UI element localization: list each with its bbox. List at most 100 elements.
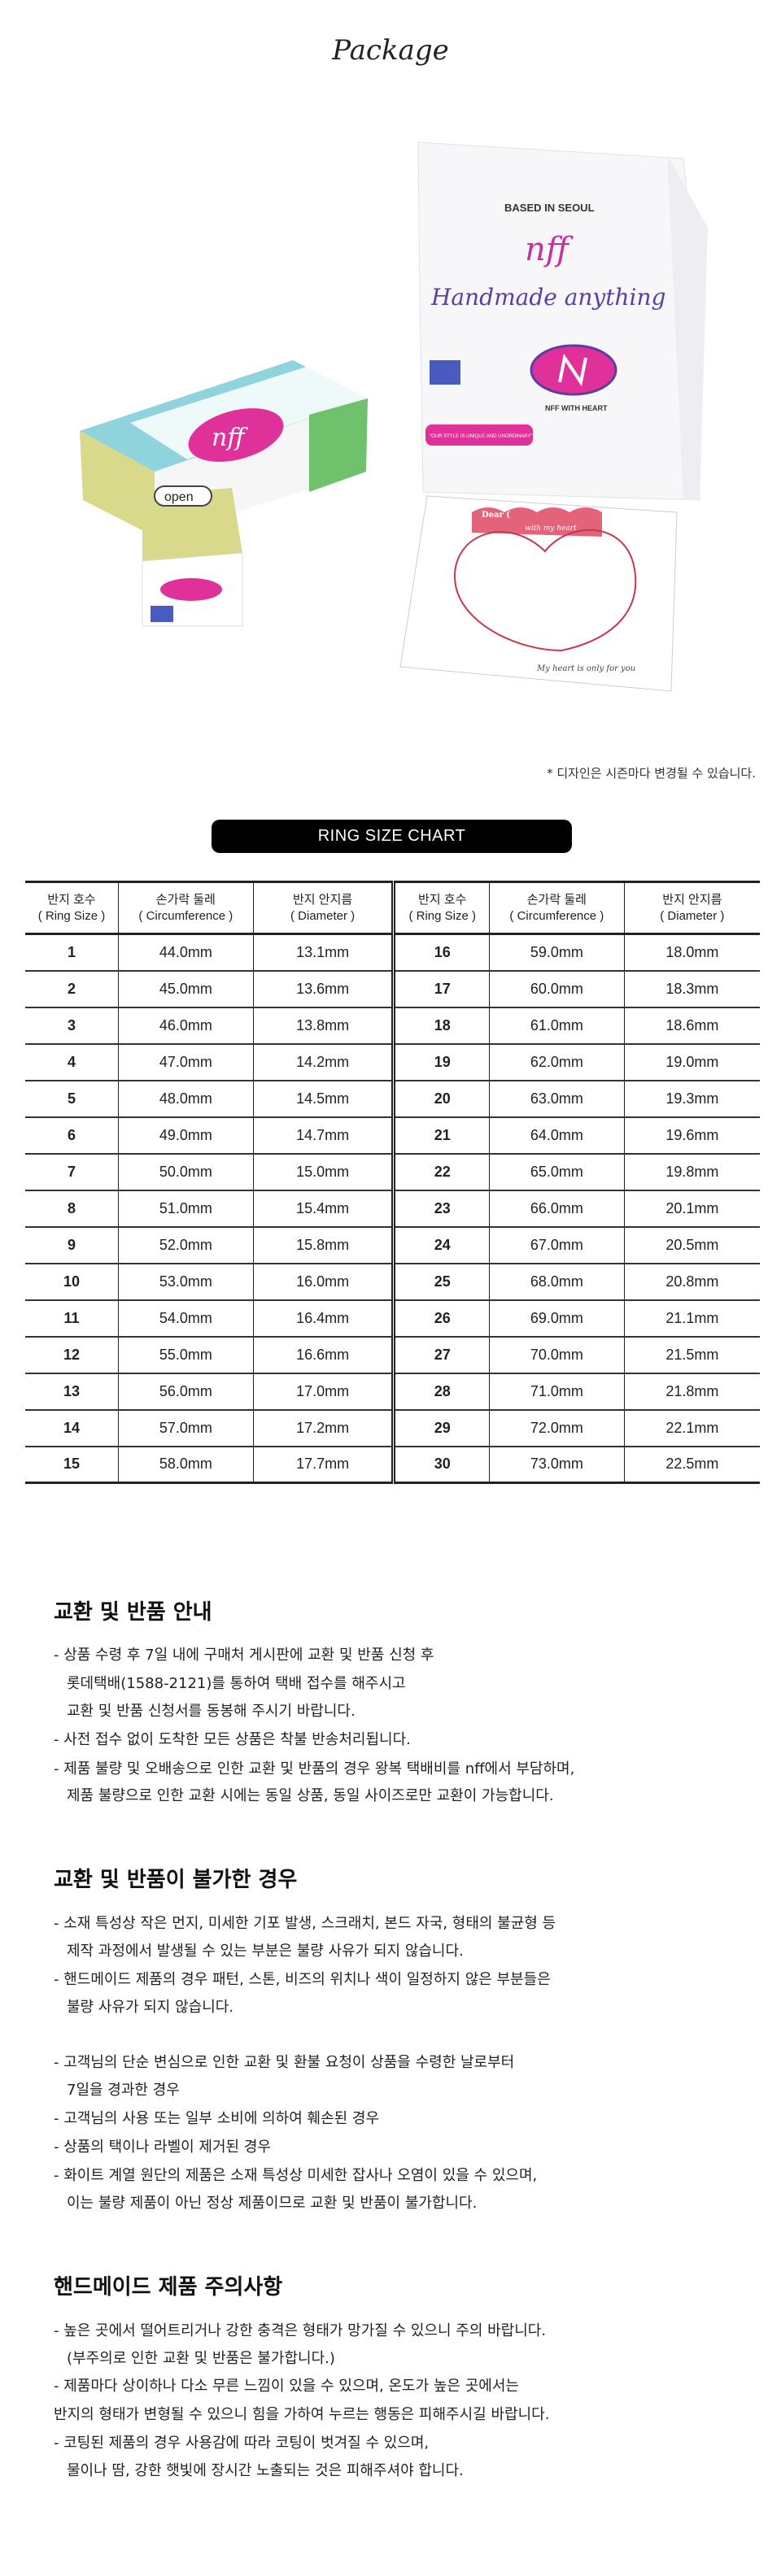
- design-change-notice: * 디자인은 시즌마다 변경될 수 있습니다.: [547, 766, 756, 781]
- diameter-cell: 21.5mm: [623, 1336, 760, 1374]
- policy-line: 7일을 경과한 경우: [67, 2082, 180, 2099]
- table-row: 13 56.0mm 17.0mm 28 71.0mm 21.8mm: [25, 1373, 760, 1411]
- ring-size-cell: 20: [393, 1080, 490, 1118]
- circumference-cell: 64.0mm: [488, 1116, 625, 1155]
- policy-line: 물이나 땀, 강한 햇빛에 장시간 노출되는 것은 피해주셔야 합니다.: [67, 2462, 464, 2479]
- table-header-row: 반지 호수( Ring Size ) 손가락 둘레( Circumference …: [25, 881, 760, 935]
- header-label-ko: 반지 호수: [47, 892, 96, 907]
- policy-line: 제품 불량으로 인한 교환 시에는 동일 상품, 동일 사이즈로만 교환이 가능…: [67, 1787, 554, 1804]
- column-header: 반지 호수( Ring Size ): [393, 881, 490, 935]
- policy-line: 반지의 형태가 변형될 수 있으니 힘을 가하여 누르는 행동은 피해주시길 바…: [54, 2406, 550, 2423]
- diameter-cell: 22.1mm: [623, 1409, 760, 1447]
- diameter-cell: 22.5mm: [623, 1446, 760, 1484]
- table-row: 15 58.0mm 17.7mm 30 73.0mm 22.5mm: [25, 1446, 760, 1484]
- policy-line: - 사전 접수 없이 도착한 모든 상품은 착불 반송처리됩니다.: [54, 1731, 411, 1748]
- policy-line: 불량 사유가 되지 않습니다.: [67, 1999, 234, 2016]
- policy-line: - 고객님의 사용 또는 일부 소비에 의하여 훼손된 경우: [54, 2110, 380, 2127]
- table-row: 2 45.0mm 13.6mm 17 60.0mm 18.3mm: [25, 970, 760, 1008]
- diameter-cell: 14.7mm: [252, 1116, 396, 1155]
- diameter-cell: 16.6mm: [252, 1336, 396, 1374]
- header-label-ko: 반지 호수: [418, 892, 467, 907]
- diameter-cell: 20.1mm: [623, 1190, 760, 1228]
- diameter-cell: 19.6mm: [623, 1116, 760, 1155]
- diameter-cell: 13.8mm: [252, 1007, 396, 1045]
- circumference-cell: 68.0mm: [488, 1263, 625, 1301]
- card-with-my-heart-text: with my heart: [525, 524, 577, 533]
- diameter-cell: 18.0mm: [623, 933, 760, 972]
- ring-size-cell: 28: [393, 1373, 490, 1411]
- header-label-ko: 반지 안지름: [293, 892, 353, 907]
- circumference-cell: 51.0mm: [118, 1190, 254, 1228]
- circumference-cell: 70.0mm: [488, 1336, 625, 1374]
- ring-size-cell: 21: [393, 1116, 490, 1155]
- circumference-cell: 46.0mm: [118, 1007, 254, 1045]
- diameter-cell: 17.7mm: [252, 1446, 396, 1484]
- package-title: Package: [332, 34, 449, 67]
- policy-line: - 화이트 계열 원단의 제품은 소재 특성상 미세한 잡사나 오염이 있을 수…: [54, 2167, 538, 2184]
- ring-size-cell: 17: [393, 970, 490, 1008]
- diameter-cell: 18.3mm: [623, 970, 760, 1008]
- circumference-cell: 54.0mm: [118, 1299, 254, 1338]
- diameter-cell: 16.4mm: [252, 1299, 396, 1338]
- ring-size-cell: 18: [393, 1007, 490, 1045]
- diameter-cell: 17.0mm: [252, 1373, 396, 1411]
- ring-size-cell: 29: [393, 1409, 490, 1447]
- header-label-en: ( Ring Size ): [408, 908, 476, 923]
- ring-size-cell: 8: [25, 1190, 119, 1228]
- circumference-cell: 50.0mm: [118, 1153, 254, 1191]
- circumference-cell: 44.0mm: [118, 933, 254, 972]
- table-row: 12 55.0mm 16.6mm 27 70.0mm 21.5mm: [25, 1336, 760, 1374]
- column-header: 반지 호수( Ring Size ): [25, 881, 119, 935]
- policy-line: - 상품 수령 후 7일 내에 구매처 게시판에 교환 및 반품 신청 후: [54, 1647, 434, 1664]
- ring-size-cell: 16: [393, 933, 490, 972]
- section-heading: 교환 및 반품 안내: [54, 1600, 212, 1625]
- diameter-cell: 13.1mm: [252, 933, 396, 972]
- column-header: 손가락 둘레( Circumference ): [488, 881, 625, 935]
- n-monogram-icon: [558, 353, 587, 387]
- policy-line: - 높은 곳에서 떨어트리거나 강한 충격은 형태가 망가질 수 있으니 주의 …: [54, 2322, 547, 2339]
- policy-line: 제작 과정에서 발생될 수 있는 부분은 불량 사유가 되지 않습니다.: [67, 1943, 464, 1960]
- table-row: 7 50.0mm 15.0mm 22 65.0mm 19.8mm: [25, 1153, 760, 1191]
- policy-line: - 제품 불량 및 오배송으로 인한 교환 및 반품의 경우 왕복 택배비를 n…: [54, 1760, 575, 1778]
- section-heading: 핸드메이드 제품 주의사항: [54, 2275, 283, 2300]
- circumference-cell: 52.0mm: [118, 1226, 254, 1264]
- ring-size-cell: 12: [25, 1336, 119, 1374]
- table-row: 5 48.0mm 14.5mm 20 63.0mm 19.3mm: [25, 1080, 760, 1118]
- table-row: 1 44.0mm 13.1mm 16 59.0mm 18.0mm: [25, 933, 760, 972]
- ring-size-table: 반지 호수( Ring Size ) 손가락 둘레( Circumference …: [25, 881, 760, 1484]
- bag-handmade-text: Handmade anything: [430, 284, 665, 311]
- table-row: 9 52.0mm 15.8mm 24 67.0mm 20.5mm: [25, 1226, 760, 1264]
- bag-based-in-seoul-text: BASED IN SEOUL: [504, 202, 595, 214]
- circumference-cell: 65.0mm: [488, 1153, 625, 1191]
- circumference-cell: 53.0mm: [118, 1263, 254, 1301]
- circumference-cell: 67.0mm: [488, 1226, 625, 1264]
- diameter-cell: 14.2mm: [252, 1043, 396, 1081]
- diameter-cell: 21.8mm: [623, 1373, 760, 1411]
- paper-bag: BASED IN SEOUL nff Handmade anything NFF…: [417, 141, 708, 501]
- ring-size-cell: 26: [393, 1299, 490, 1338]
- table-row: 3 46.0mm 13.8mm 18 61.0mm 18.6mm: [25, 1007, 760, 1045]
- table-row: 14 57.0mm 17.2mm 29 72.0mm 22.1mm: [25, 1409, 760, 1447]
- diameter-cell: 15.8mm: [252, 1226, 396, 1264]
- message-card: Dear ( with my heart My heart is only fo…: [399, 495, 678, 692]
- ring-size-cell: 27: [393, 1336, 490, 1374]
- ring-size-cell: 19: [393, 1043, 490, 1081]
- diameter-cell: 16.0mm: [252, 1263, 396, 1301]
- policy-line: - 제품마다 상이하나 다소 무른 느낌이 있을 수 있으며, 온도가 높은 곳…: [54, 2378, 519, 2395]
- header-label-en: ( Diameter ): [290, 908, 356, 923]
- ring-size-cell: 3: [25, 1007, 119, 1045]
- circumference-cell: 58.0mm: [118, 1446, 254, 1484]
- table-row: 6 49.0mm 14.7mm 21 64.0mm 19.6mm: [25, 1116, 760, 1155]
- circumference-cell: 57.0mm: [118, 1409, 254, 1447]
- ring-size-cell: 13: [25, 1373, 119, 1411]
- policy-line: - 핸드메이드 제품의 경우 패턴, 스톤, 비즈의 위치나 색이 일정하지 않…: [54, 1971, 551, 1988]
- policy-line: 교환 및 반품 신청서를 동봉해 주시기 바랍니다.: [67, 1703, 356, 1720]
- bag-nff-logo-text: nff: [525, 231, 574, 268]
- diameter-cell: 13.6mm: [252, 970, 396, 1008]
- ring-size-cell: 14: [25, 1409, 119, 1447]
- ring-size-cell: 6: [25, 1116, 119, 1155]
- ring-size-cell: 9: [25, 1226, 119, 1264]
- table-row: 11 54.0mm 16.4mm 26 69.0mm 21.1mm: [25, 1299, 760, 1338]
- circumference-cell: 59.0mm: [488, 933, 625, 972]
- ring-size-cell: 1: [25, 933, 119, 972]
